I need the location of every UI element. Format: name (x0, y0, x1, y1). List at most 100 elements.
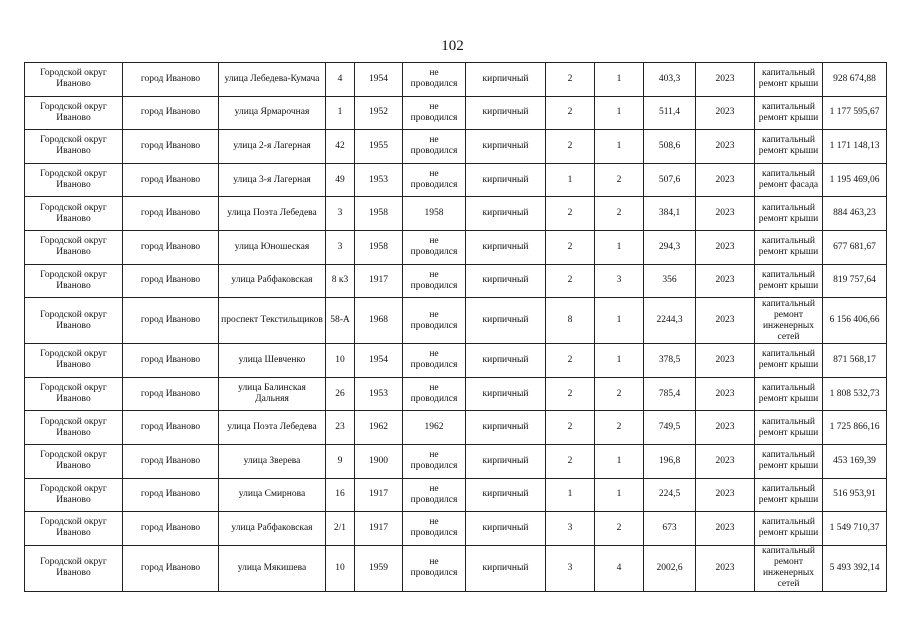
cell-last-repair-year: не проводился (402, 129, 466, 164)
cell-build-year: 1917 (354, 263, 403, 299)
cell-street: улица Ярмарочная (218, 95, 326, 131)
cell-repair-year: 2023 (695, 410, 755, 445)
cell-wall-material: кирпичный (465, 62, 546, 97)
cell-last-repair-year: 1958 (402, 196, 466, 231)
cell-house-number: 8 к3 (325, 263, 355, 299)
cell-street: улица Рабфаковская (218, 511, 326, 546)
cell-entrances: 1 (594, 129, 644, 164)
cell-last-repair-year: не проводился (402, 229, 466, 265)
cell-floors: 2 (545, 410, 595, 445)
cell-wall-material: кирпичный (465, 343, 546, 378)
cell-wall-material: кирпичный (465, 95, 546, 131)
cell-repair-type: капитальный ремонт крыши (754, 62, 823, 97)
cell-cost: 928 674,88 (822, 62, 887, 97)
cell-area: 403,3 (643, 62, 696, 97)
cell-cost: 1 177 595,67 (822, 95, 887, 131)
cell-area: 196,8 (643, 443, 696, 479)
cell-cost: 1 195 469,06 (822, 162, 887, 198)
cell-area: 378,5 (643, 343, 696, 378)
cell-entrances: 2 (594, 196, 644, 231)
cell-entrances: 2 (594, 511, 644, 546)
cell-repair-year: 2023 (695, 343, 755, 378)
cell-municipality: Городской округ Иваново (24, 229, 123, 265)
cell-entrances: 1 (594, 229, 644, 265)
cell-floors: 3 (545, 544, 595, 592)
cell-entrances: 2 (594, 162, 644, 198)
cell-repair-type: капитальный ремонт крыши (754, 477, 823, 513)
cell-area: 511,4 (643, 95, 696, 131)
cell-repair-type: капитальный ремонт инженерных сетей (754, 297, 823, 345)
cell-cost: 819 757,64 (822, 263, 887, 299)
table-row: Городской округ Иваново город Иваново улиц… (24, 511, 887, 546)
cell-floors: 2 (545, 376, 595, 412)
cell-last-repair-year: не проводился (402, 162, 466, 198)
cell-municipality: Городской округ Иваново (24, 544, 123, 592)
cell-street: улица Шевченко (218, 343, 326, 378)
table-row: Городской округ Иваново город Иваново улиц… (24, 544, 887, 592)
cell-last-repair-year: не проводился (402, 62, 466, 97)
cell-settlement: город Иваново (122, 297, 219, 345)
cell-wall-material: кирпичный (465, 129, 546, 164)
page-number: 102 (441, 38, 464, 54)
cell-repair-type: капитальный ремонт инженерных сетей (754, 544, 823, 592)
cell-last-repair-year: 1962 (402, 410, 466, 445)
table-row: Городской округ Иваново город Иваново улиц… (24, 263, 887, 299)
cell-settlement: город Иваново (122, 95, 219, 131)
cell-municipality: Городской округ Иваново (24, 410, 123, 445)
cell-wall-material: кирпичный (465, 196, 546, 231)
cell-entrances: 1 (594, 443, 644, 479)
cell-municipality: Городской округ Иваново (24, 62, 123, 97)
cell-floors: 2 (545, 62, 595, 97)
cell-municipality: Городской округ Иваново (24, 263, 123, 299)
cell-area: 384,1 (643, 196, 696, 231)
cell-street: улица Балинская Дальняя (218, 376, 326, 412)
cell-entrances: 4 (594, 544, 644, 592)
cell-area: 294,3 (643, 229, 696, 265)
table-row: Городской округ Иваново город Иваново улиц… (24, 129, 887, 164)
cell-build-year: 1954 (354, 62, 403, 97)
cell-house-number: 4 (325, 62, 355, 97)
cell-wall-material: кирпичный (465, 297, 546, 345)
cell-last-repair-year: не проводился (402, 544, 466, 592)
cell-house-number: 58-А (325, 297, 355, 345)
cell-street: улица 3-я Лагерная (218, 162, 326, 198)
cell-area: 785,4 (643, 376, 696, 412)
cell-settlement: город Иваново (122, 477, 219, 513)
cell-settlement: город Иваново (122, 511, 219, 546)
cell-street: улица Поэта Лебедева (218, 410, 326, 445)
cell-repair-type: капитальный ремонт крыши (754, 196, 823, 231)
cell-settlement: город Иваново (122, 376, 219, 412)
cell-build-year: 1962 (354, 410, 403, 445)
cell-last-repair-year: не проводился (402, 477, 466, 513)
cell-repair-year: 2023 (695, 162, 755, 198)
cell-house-number: 42 (325, 129, 355, 164)
cell-house-number: 3 (325, 196, 355, 231)
cell-build-year: 1958 (354, 229, 403, 265)
cell-area: 507,6 (643, 162, 696, 198)
cell-house-number: 9 (325, 443, 355, 479)
cell-repair-year: 2023 (695, 229, 755, 265)
cell-repair-year: 2023 (695, 62, 755, 97)
cell-settlement: город Иваново (122, 343, 219, 378)
cell-cost: 677 681,67 (822, 229, 887, 265)
cell-repair-type: капитальный ремонт крыши (754, 511, 823, 546)
cell-last-repair-year: не проводился (402, 95, 466, 131)
cell-wall-material: кирпичный (465, 263, 546, 299)
cell-municipality: Городской округ Иваново (24, 129, 123, 164)
cell-repair-year: 2023 (695, 129, 755, 164)
cell-repair-year: 2023 (695, 263, 755, 299)
cell-entrances: 1 (594, 95, 644, 131)
cell-repair-type: капитальный ремонт крыши (754, 443, 823, 479)
cell-house-number: 10 (325, 343, 355, 378)
cell-cost: 884 463,23 (822, 196, 887, 231)
cell-street: улица Мякишева (218, 544, 326, 592)
cell-municipality: Городской округ Иваново (24, 511, 123, 546)
table-row: Городской округ Иваново город Иваново улиц… (24, 443, 887, 479)
cell-last-repair-year: не проводился (402, 297, 466, 345)
table-row: Городской округ Иваново город Иваново улиц… (24, 229, 887, 265)
cell-settlement: город Иваново (122, 129, 219, 164)
cell-floors: 2 (545, 129, 595, 164)
cell-entrances: 1 (594, 297, 644, 345)
table-row: Городской округ Иваново город Иваново улиц… (24, 477, 887, 513)
housing-repair-table: Городской округ Иваново город Иваново улиц… (24, 62, 887, 592)
